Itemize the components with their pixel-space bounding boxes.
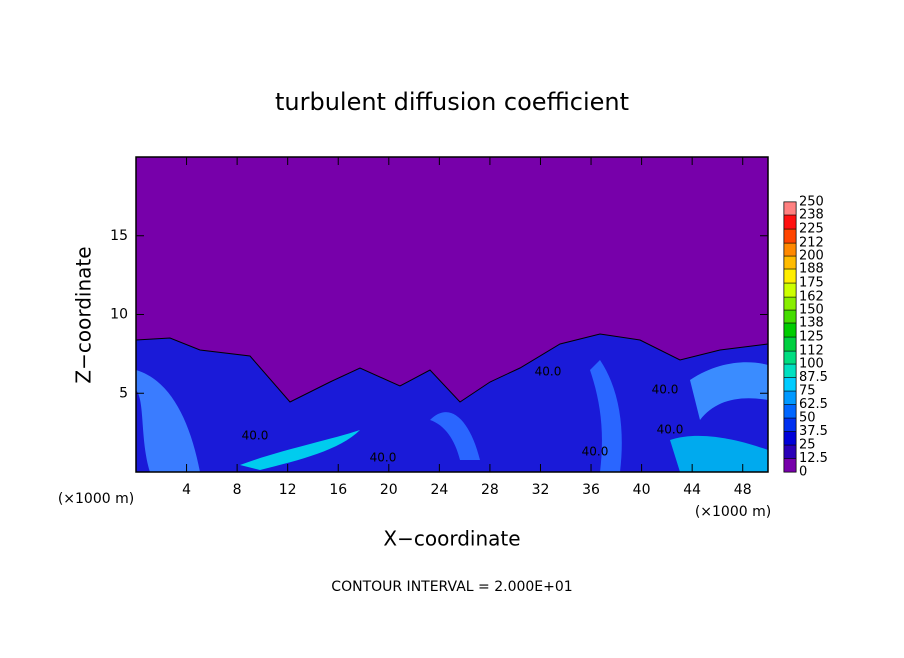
contour-label: 40.0 <box>582 445 609 459</box>
colorbar-label: 62.5 <box>799 397 828 412</box>
x-tick-label: 20 <box>380 482 398 498</box>
x-tick-label: 8 <box>233 482 242 498</box>
field <box>135 157 769 473</box>
colorbar-swatch <box>783 214 797 230</box>
contour-interval: CONTOUR INTERVAL = 2.000E+01 <box>331 579 572 595</box>
x-tick-label: 44 <box>683 482 701 498</box>
colorbar-label: 12.5 <box>799 451 828 466</box>
colorbar-label: 150 <box>799 303 824 318</box>
colorbar-swatch <box>783 282 797 298</box>
colorbar-swatch <box>783 404 797 419</box>
field-region <box>240 430 360 470</box>
colorbar-swatch <box>783 296 797 311</box>
contour-label: 40.0 <box>652 383 679 397</box>
colorbar-label: 50 <box>799 411 816 426</box>
x-tick-label: 32 <box>532 482 550 498</box>
chart-title: turbulent diffusion coefficient <box>275 88 629 116</box>
colorbar-label: 100 <box>799 357 824 372</box>
x-tick-label: 12 <box>279 482 297 498</box>
colorbar-label: 200 <box>799 249 824 264</box>
contour-label: 40.0 <box>657 423 684 437</box>
colorbar-swatch <box>783 444 797 459</box>
colorbar-swatch <box>783 336 797 352</box>
colorbar-swatch <box>783 390 797 405</box>
colorbar-swatch <box>783 309 797 324</box>
x-tick-label: 16 <box>329 482 347 498</box>
colorbar-swatch <box>783 458 797 473</box>
y-tick-label: 15 <box>110 228 128 244</box>
colorbar-swatch <box>783 242 797 257</box>
x-tick-label: 36 <box>582 482 600 498</box>
colorbar-swatch <box>783 228 797 244</box>
contour-label: 40.0 <box>242 429 269 443</box>
y-tick-label: 5 <box>119 385 128 401</box>
colorbar-label: 188 <box>799 261 824 276</box>
contour-label: 40.0 <box>535 365 562 379</box>
colorbar-label: 162 <box>799 290 824 305</box>
x-tick-label: 28 <box>481 482 499 498</box>
x-axis-label: X−coordinate <box>383 527 520 551</box>
colorbar-label: 25 <box>799 438 816 453</box>
colorbar-label: 238 <box>799 207 824 222</box>
field-region <box>690 362 768 420</box>
y-axis-label: Z−coordinate <box>72 246 96 383</box>
colorbar-label: 125 <box>799 330 824 345</box>
colorbar-swatch <box>783 322 797 338</box>
colorbar-label: 175 <box>799 276 824 291</box>
x-tick-label: 40 <box>633 482 651 498</box>
colorbar-swatch <box>783 255 797 270</box>
colorbar-swatch <box>783 268 797 284</box>
colorbar-label: 212 <box>799 236 824 251</box>
colorbar-label: 225 <box>799 222 824 237</box>
colorbar-swatch <box>783 201 797 216</box>
x-unit-label: (×1000 m) <box>58 491 134 507</box>
colorbar-label: 75 <box>799 384 816 399</box>
field-region <box>430 412 480 460</box>
field-region <box>670 435 768 472</box>
colorbar-label: 87.5 <box>799 370 828 385</box>
colorbar-label: 138 <box>799 315 824 330</box>
x-tick-label: 48 <box>734 482 752 498</box>
field-region <box>136 370 200 472</box>
colorbar-swatch <box>783 417 797 432</box>
y-tick-label: 10 <box>110 307 128 323</box>
colorbar-swatch <box>783 363 797 378</box>
x-tick-label: 24 <box>430 482 448 498</box>
contour-label: 40.0 <box>370 451 397 465</box>
colorbar-label: 0 <box>799 465 807 480</box>
colorbar-swatch <box>783 431 797 446</box>
colorbar-swatch <box>783 350 797 365</box>
colorbar-label: 37.5 <box>799 424 828 439</box>
x-unit-label: (×1000 m) <box>695 504 771 520</box>
colorbar-label: 250 <box>799 195 824 210</box>
x-tick-label: 4 <box>182 482 191 498</box>
colorbar-label: 112 <box>799 344 824 359</box>
colorbar-swatch <box>783 377 797 392</box>
field-region <box>590 360 622 472</box>
